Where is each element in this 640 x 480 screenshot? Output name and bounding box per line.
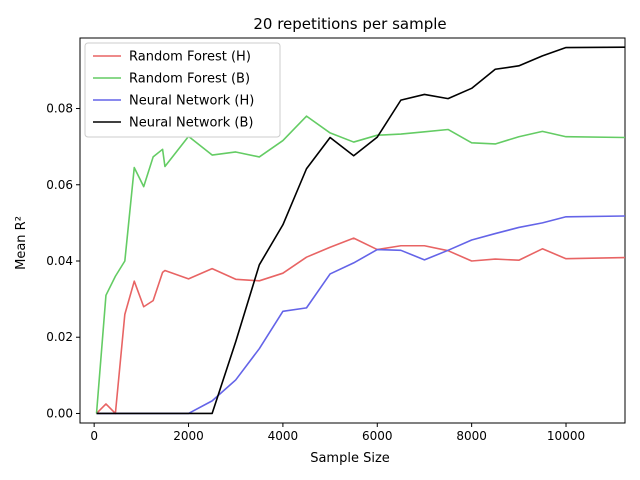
x-tick-label: 2000: [173, 429, 204, 443]
series-lines: [95, 46, 626, 415]
legend-label: Neural Network (H): [129, 94, 254, 109]
x-tick-label: 4000: [268, 429, 299, 443]
legend-label: Random Forest (B): [129, 72, 250, 87]
y-axis-label: Mean R²: [14, 216, 29, 270]
y-tick-label: 0.06: [46, 178, 73, 192]
x-tick-label: 0: [90, 429, 98, 443]
legend-label: Random Forest (H): [129, 50, 251, 65]
series-line-2: [95, 115, 626, 414]
x-axis-label: Sample Size: [310, 451, 390, 466]
y-axis-ticks: 0.00 0.02 0.04 0.06 0.08: [46, 102, 80, 420]
y-tick-label: 0.04: [46, 254, 73, 268]
x-tick-label: 8000: [456, 429, 487, 443]
y-tick-label: 0.02: [46, 330, 73, 344]
y-tick-label: 0.08: [46, 102, 73, 116]
axes-frame: [79, 37, 626, 424]
legend-box: [84, 42, 281, 138]
series-line-1: [95, 237, 626, 415]
y-tick-label: 0.00: [46, 406, 73, 420]
x-tick-label: 10000: [547, 429, 585, 443]
series-line-4: [96, 46, 626, 415]
x-tick-label: 6000: [362, 429, 393, 443]
x-axis-ticks: 0 2000 4000 6000 8000 10000: [90, 423, 585, 443]
plot-area: [79, 37, 626, 424]
legend-label: Neural Network (B): [129, 116, 254, 131]
chart-title: 20 repetitions per sample: [253, 15, 446, 33]
legend: Random Forest (H) Random Forest (B) Neural…: [84, 42, 281, 138]
